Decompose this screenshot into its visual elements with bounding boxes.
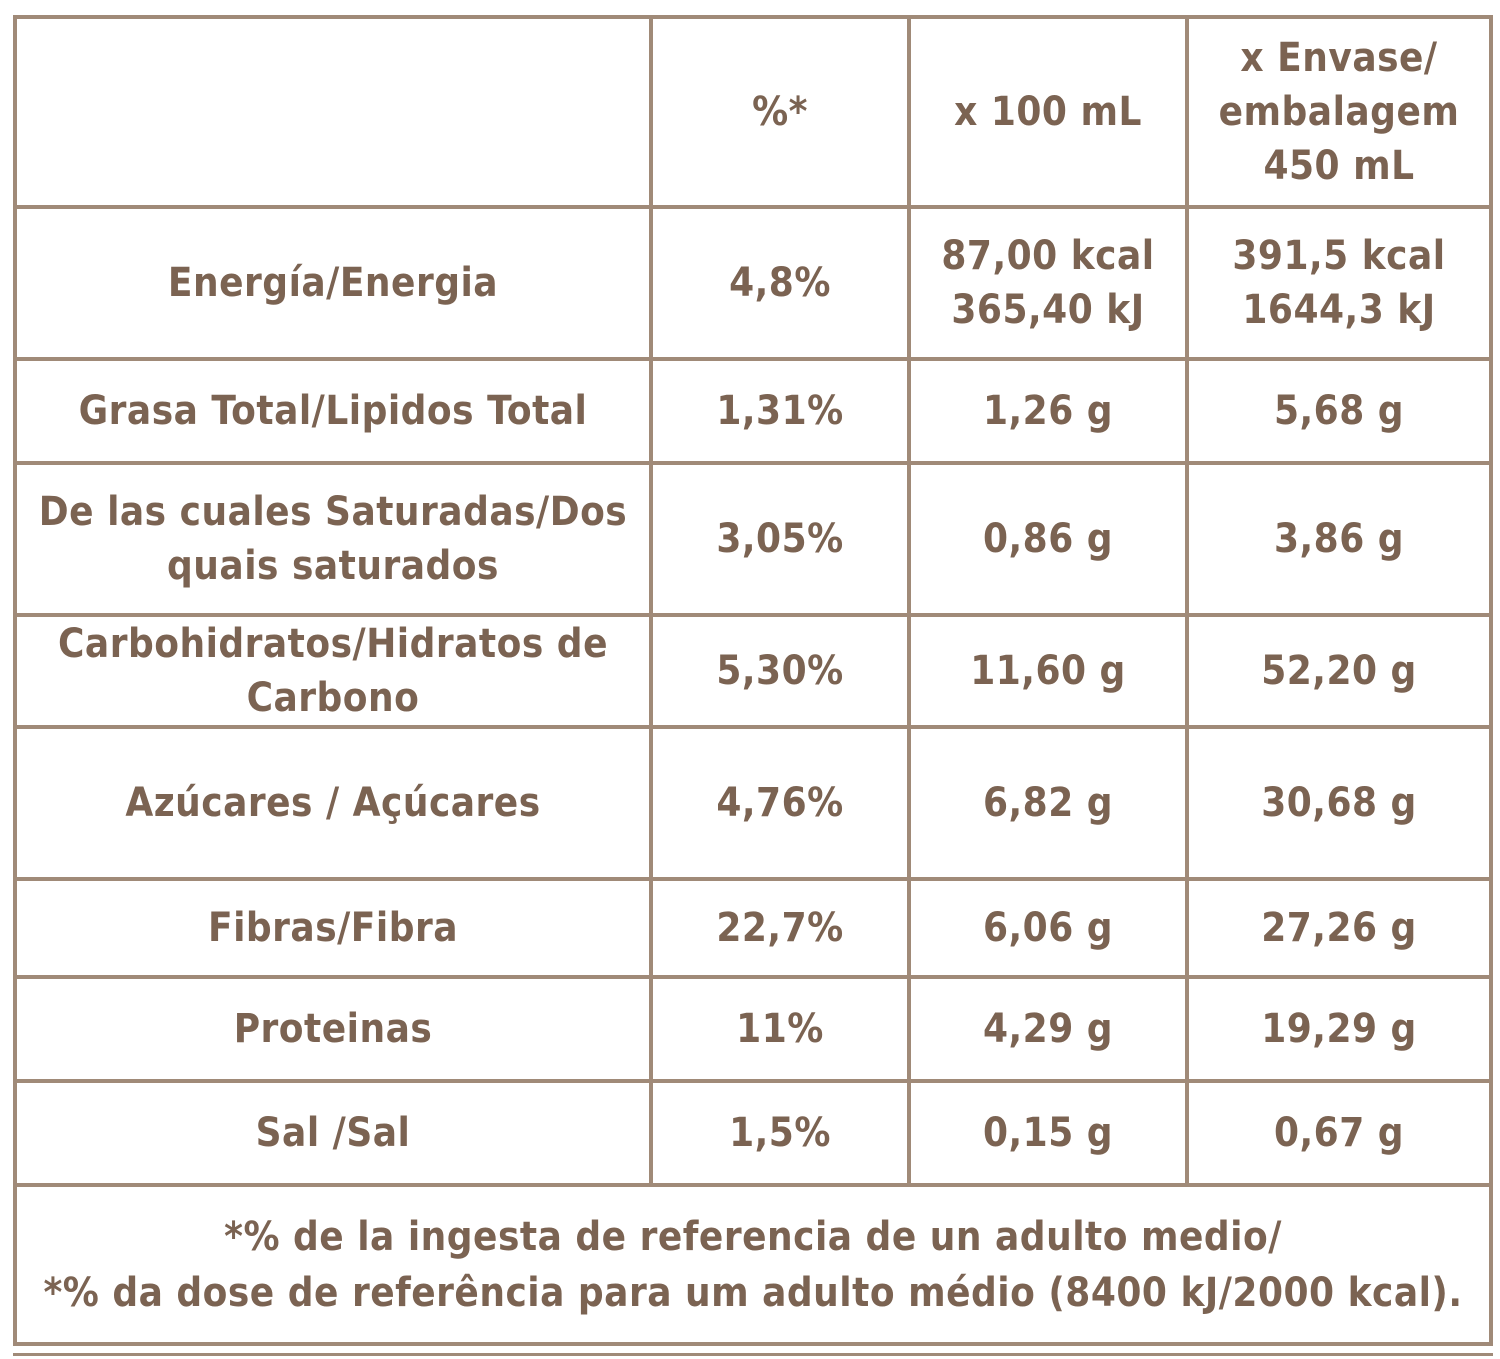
table-row-protein: Proteinas 11% 4,29 g 19,29 g [13, 975, 1493, 1083]
nutrient-per-pack: 5,68 g [1185, 357, 1493, 465]
nutrient-per-100ml: 6,06 g [907, 877, 1189, 979]
nutrient-name: De las cuales Saturadas/Dos quais satura… [13, 461, 653, 617]
nutrition-table: %* x 100 mL x Envase/ embalagem 450 mL E… [13, 15, 1493, 1346]
nutrient-name: Azúcares / Açúcares [13, 725, 653, 881]
nutrient-name: Grasa Total/Lipidos Total [13, 357, 653, 465]
nutrient-percent: 5,30% [649, 613, 911, 729]
table-row-sugars: Azúcares / Açúcares 4,76% 6,82 g 30,68 g [13, 725, 1493, 881]
nutrient-per-100ml: 0,15 g [907, 1079, 1189, 1187]
nutrient-name: Carbohidratos/Hidratos de Carbono [13, 613, 653, 729]
header-row: %* x 100 mL x Envase/ embalagem 450 mL [13, 15, 1493, 209]
nutrient-percent: 1,5% [649, 1079, 911, 1187]
header-per-100ml-cell: x 100 mL [907, 15, 1189, 209]
nutrient-per-pack: 30,68 g [1185, 725, 1493, 881]
nutrient-per-pack: 3,86 g [1185, 461, 1493, 617]
nutrient-per-pack: 19,29 g [1185, 975, 1493, 1083]
nutrient-per-pack: 52,20 g [1185, 613, 1493, 729]
table-row-energy: Energía/Energia 4,8% 87,00 kcal 365,40 k… [13, 205, 1493, 361]
nutrient-per-100ml: 6,82 g [907, 725, 1189, 881]
table-row-saturated-fat: De las cuales Saturadas/Dos quais satura… [13, 461, 1493, 617]
nutrient-percent: 3,05% [649, 461, 911, 617]
nutrient-per-pack: 27,26 g [1185, 877, 1493, 979]
nutrient-name: Fibras/Fibra [13, 877, 653, 979]
footnote-text: *% de la ingesta de referencia de un adu… [13, 1183, 1493, 1346]
header-nutrient-cell [13, 15, 653, 209]
table-row-carbohydrates: Carbohidratos/Hidratos de Carbono 5,30% … [13, 613, 1493, 729]
nutrient-percent: 4,76% [649, 725, 911, 881]
header-percent-cell: %* [649, 15, 911, 209]
table-row-salt: Sal /Sal 1,5% 0,15 g 0,67 g [13, 1079, 1493, 1187]
nutrient-per-100ml: 87,00 kcal 365,40 kJ [907, 205, 1189, 361]
header-per-pack-cell: x Envase/ embalagem 450 mL [1185, 15, 1493, 209]
table-row-fiber: Fibras/Fibra 22,7% 6,06 g 27,26 g [13, 877, 1493, 979]
nutrient-percent: 1,31% [649, 357, 911, 465]
nutrient-per-100ml: 11,60 g [907, 613, 1189, 729]
nutrient-per-100ml: 1,26 g [907, 357, 1189, 465]
nutrient-percent: 11% [649, 975, 911, 1083]
table-row-total-fat: Grasa Total/Lipidos Total 1,31% 1,26 g 5… [13, 357, 1493, 465]
nutrient-percent: 4,8% [649, 205, 911, 361]
nutrient-per-pack: 391,5 kcal 1644,3 kJ [1185, 205, 1493, 361]
nutrient-name: Energía/Energia [13, 205, 653, 361]
footnote-row: *% de la ingesta de referencia de un adu… [13, 1183, 1493, 1346]
nutrient-name: Proteinas [13, 975, 653, 1083]
nutrient-per-pack: 0,67 g [1185, 1079, 1493, 1187]
nutrient-percent: 22,7% [649, 877, 911, 979]
bottom-divider [13, 1353, 1493, 1356]
nutrient-per-100ml: 4,29 g [907, 975, 1189, 1083]
nutrient-per-100ml: 0,86 g [907, 461, 1189, 617]
nutrient-name: Sal /Sal [13, 1079, 653, 1187]
